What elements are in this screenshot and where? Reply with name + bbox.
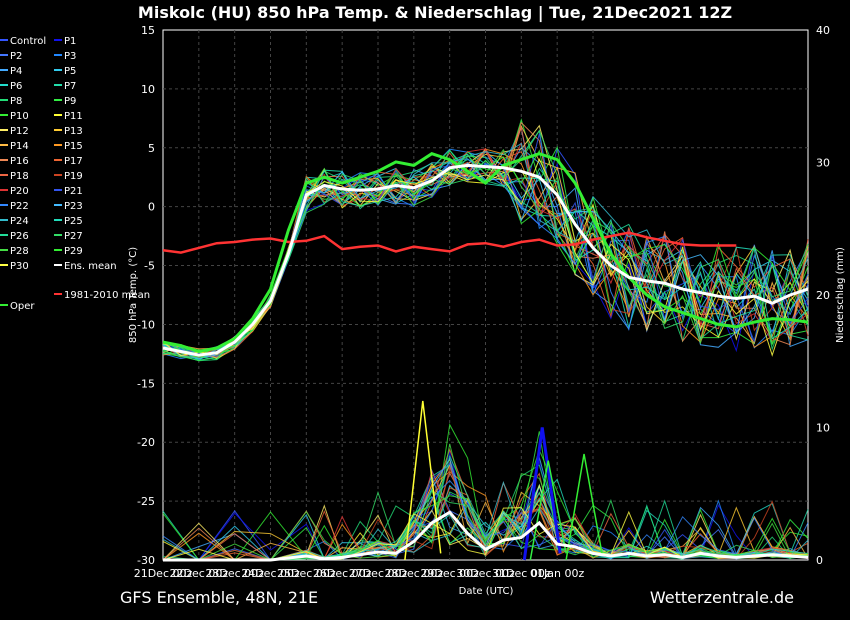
footer-model-info: GFS Ensemble, 48N, 21E bbox=[120, 588, 319, 607]
precip-peak-p11 bbox=[404, 400, 442, 561]
precip-line-p29 bbox=[163, 448, 809, 561]
precipitation-series bbox=[162, 400, 809, 562]
legend-label: P3 bbox=[64, 51, 76, 62]
legend-label: P9 bbox=[64, 96, 76, 107]
y-tick-label-left: -20 bbox=[137, 436, 155, 449]
legend-label: Ens. mean bbox=[64, 261, 117, 272]
axes: 15 10 5 0 -5 -10 -15 -20 -25 -30 40 30 20 10 0 21Dec 00… bbox=[134, 24, 830, 580]
legend-label: P6 bbox=[10, 81, 22, 92]
y-axis-label-right: Niederschlag (mm) bbox=[835, 247, 846, 343]
legend-label: P19 bbox=[64, 171, 83, 182]
legend-label: P20 bbox=[10, 186, 29, 197]
x-tick-label: 29Dec 00z bbox=[420, 567, 479, 580]
x-axis-label: Date (UTC) bbox=[459, 586, 514, 597]
y-tick-label-left: -5 bbox=[144, 260, 155, 273]
y-tick-label-left: 10 bbox=[141, 83, 155, 96]
temp-line-p28 bbox=[162, 148, 809, 358]
footer-site-name: Wetterzentrale.de bbox=[649, 588, 794, 607]
x-tick-label: 01Jan 00z bbox=[530, 567, 584, 580]
temperature-series bbox=[162, 118, 809, 362]
legend-label: P18 bbox=[10, 171, 29, 182]
legend: Control P1 P2 P3 P4 P5 P6 P7 P8 P9 P10 P11 P12 P13 P14… bbox=[0, 36, 150, 312]
x-tick-label: 28Dec 00z bbox=[385, 567, 444, 580]
legend-label: P22 bbox=[10, 201, 29, 212]
climate-mean-line bbox=[162, 231, 737, 254]
legend-label: P16 bbox=[10, 156, 29, 167]
x-tick-label: 30Dec 00z bbox=[456, 567, 515, 580]
legend-label: P27 bbox=[64, 231, 83, 242]
y-tick-label-right: 20 bbox=[816, 289, 830, 302]
precip-line-p14 bbox=[163, 458, 809, 561]
x-tick-label: 23Dec 00z bbox=[205, 567, 264, 580]
legend-label: P13 bbox=[64, 126, 83, 137]
legend-label: P5 bbox=[64, 66, 76, 77]
y-tick-label-left: -15 bbox=[137, 377, 155, 390]
precip-peak-p1 bbox=[522, 427, 562, 561]
legend-label: P21 bbox=[64, 186, 83, 197]
ens-mean-line bbox=[162, 163, 809, 357]
y-tick-label-right: 0 bbox=[816, 554, 823, 567]
x-tick-label: 22Dec 00z bbox=[170, 567, 229, 580]
precip-peak-p29 bbox=[565, 453, 603, 561]
legend-label: P10 bbox=[10, 111, 29, 122]
precip-line-p17 bbox=[163, 472, 809, 561]
legend-label: P29 bbox=[64, 246, 83, 257]
x-tick-label: 25Dec 00z bbox=[277, 567, 336, 580]
y-tick-label-right: 10 bbox=[816, 422, 830, 435]
legend-label: P23 bbox=[64, 201, 83, 212]
legend-label: P1 bbox=[64, 36, 76, 47]
y-tick-label-left: -25 bbox=[137, 495, 155, 508]
y-tick-label-left: -10 bbox=[137, 318, 155, 331]
legend-label: P2 bbox=[10, 51, 22, 62]
legend-label: P25 bbox=[64, 216, 83, 227]
chart-title: Miskolc (HU) 850 hPa Temp. & Niederschla… bbox=[138, 3, 732, 23]
y-tick-label-left: 15 bbox=[141, 24, 155, 37]
precip-ens-mean-line bbox=[163, 510, 809, 562]
legend-label: P26 bbox=[10, 231, 29, 242]
legend-label: P14 bbox=[10, 141, 29, 152]
legend-label: P15 bbox=[64, 141, 83, 152]
x-tick-label: 31Dec 00z bbox=[492, 567, 551, 580]
legend-label: P7 bbox=[64, 81, 76, 92]
legend-label: Control bbox=[10, 36, 46, 47]
legend-label: P4 bbox=[10, 66, 22, 77]
y-tick-label-right: 40 bbox=[816, 24, 830, 37]
y-axis-label-left: 850 hPa Temp. (°C) bbox=[128, 247, 139, 343]
y-tick-label-left: -30 bbox=[137, 554, 155, 567]
legend-label: Oper bbox=[10, 301, 35, 312]
legend-label: P11 bbox=[64, 111, 83, 122]
legend-label: 1981-2010 mean bbox=[64, 290, 150, 301]
oper-line bbox=[162, 152, 809, 354]
y-tick-label-left: 5 bbox=[148, 142, 155, 155]
x-tick-label: 24Dec 00z bbox=[241, 567, 300, 580]
x-tick-label: 21Dec 00z bbox=[134, 567, 193, 580]
precip-line-p28 bbox=[163, 443, 809, 561]
legend-label: P24 bbox=[10, 216, 29, 227]
legend-label: P8 bbox=[10, 96, 22, 107]
x-tick-label: 27Dec 00z bbox=[349, 567, 408, 580]
legend-label: P30 bbox=[10, 261, 29, 272]
legend-label: P12 bbox=[10, 126, 29, 137]
y-tick-label-left: 0 bbox=[148, 201, 155, 214]
legend-label: P17 bbox=[64, 156, 83, 167]
legend-label: P28 bbox=[10, 246, 29, 257]
y-tick-label-right: 30 bbox=[816, 157, 830, 170]
x-tick-label: 26Dec 00z bbox=[313, 567, 372, 580]
